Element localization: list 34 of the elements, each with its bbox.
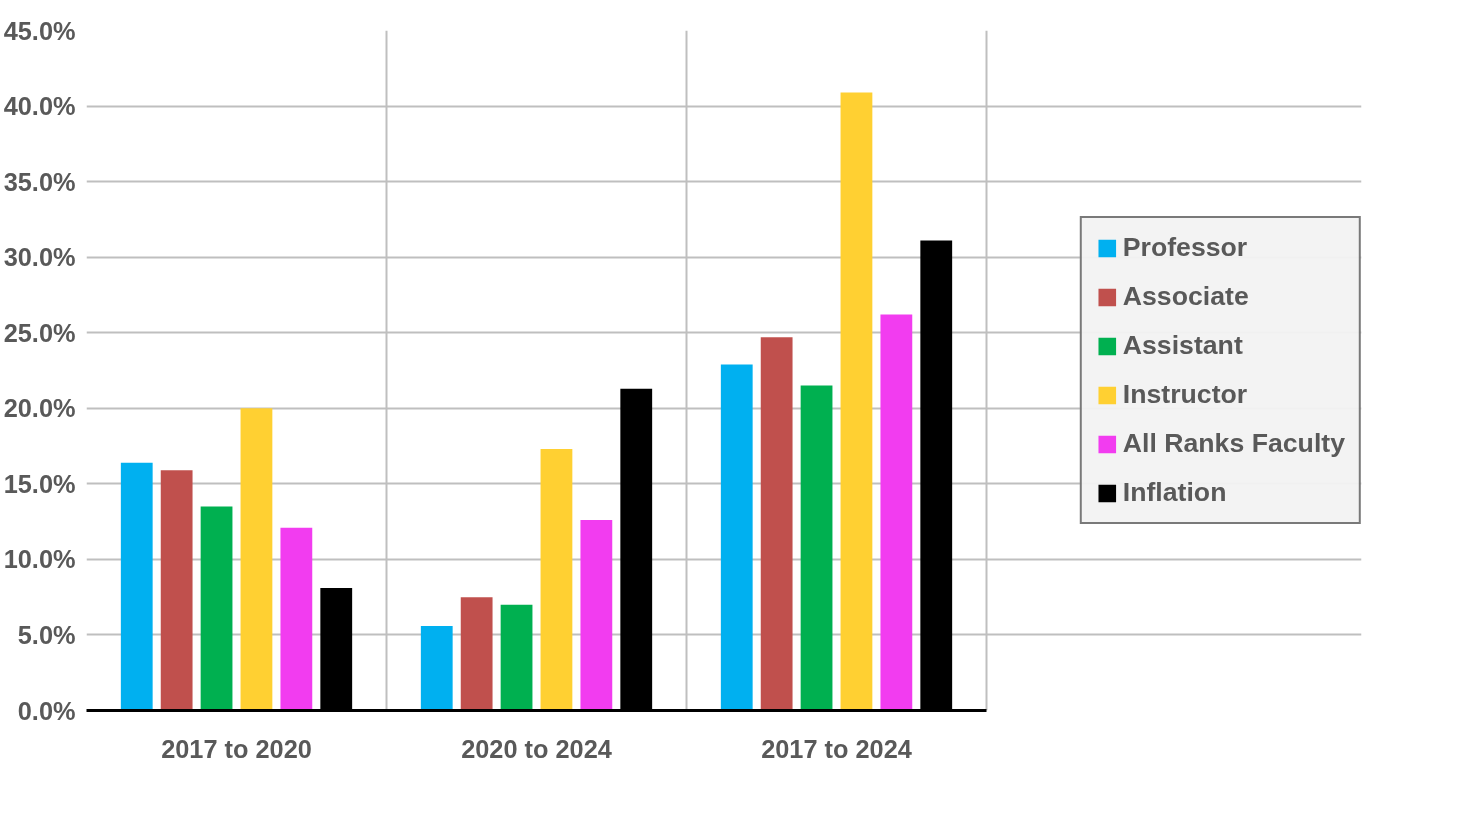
bar [580, 520, 613, 711]
legend-label: Assistant [1122, 330, 1243, 361]
bar [840, 92, 873, 711]
bar [800, 385, 833, 711]
y-tick-label: 15.0% [3, 469, 76, 498]
y-tick-label: 10.0% [3, 545, 76, 574]
legend-label: Professor [1122, 232, 1248, 263]
y-tick-label: 5.0% [17, 620, 76, 649]
bar [880, 314, 913, 711]
x-tick-label: 2017 to 2020 [161, 734, 312, 763]
bar [460, 597, 493, 711]
legend-label: All Ranks Faculty [1122, 428, 1345, 459]
bar [120, 462, 153, 711]
bar [160, 470, 193, 711]
y-tick-label: 20.0% [3, 394, 76, 423]
bar [720, 364, 753, 711]
legend-label: Inflation [1122, 477, 1227, 508]
y-tick-label: 30.0% [3, 243, 76, 272]
bar [500, 604, 533, 711]
y-tick-label: 0.0% [17, 696, 76, 725]
bar [420, 625, 453, 711]
y-tick-label: 45.0% [3, 16, 76, 45]
bar [280, 527, 313, 711]
x-tick-label: 2020 to 2024 [461, 734, 612, 763]
bar [200, 506, 233, 711]
bar [760, 337, 793, 711]
legend-label: Instructor [1122, 379, 1248, 410]
y-tick-label: 40.0% [3, 92, 76, 121]
y-tick-label: 25.0% [3, 318, 76, 347]
bar [540, 449, 573, 711]
y-tick-label: 35.0% [3, 167, 76, 196]
bar [240, 408, 273, 711]
legend-label: Associate [1122, 281, 1249, 312]
x-tick-label: 2017 to 2024 [761, 734, 912, 763]
